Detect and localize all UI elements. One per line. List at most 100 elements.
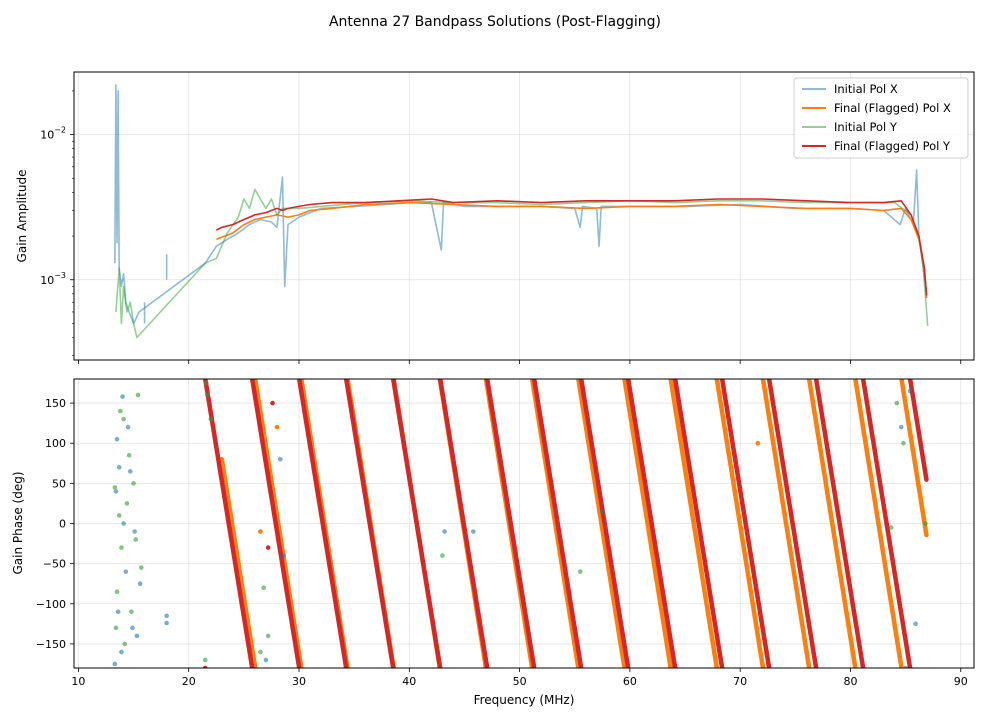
phase-point-initial-pol-x: [132, 529, 137, 534]
phase-ylabel: Gain Phase (deg): [11, 471, 25, 574]
phase-point-initial-pol-x: [120, 394, 125, 399]
phase-point-initial-pol-y: [112, 485, 118, 490]
phase-xtick-label: 50: [513, 675, 527, 688]
phase-point-initial-pol-x: [600, 509, 605, 514]
phase-grid: [74, 379, 974, 668]
phase-stray-point: [755, 440, 761, 446]
phase-band-final-flagged-pol-y: [202, 379, 929, 668]
phase-point-initial-pol-y: [124, 501, 130, 506]
phase-point-initial-pol-y: [202, 657, 208, 663]
phase-point-initial-pol-x: [470, 529, 476, 534]
amplitude-series: [114, 84, 929, 339]
phase-xtick-label: 20: [182, 675, 196, 688]
phase-series: [112, 379, 929, 668]
phase-point-initial-pol-x: [127, 469, 133, 474]
phase-point-initial-pol-x: [277, 456, 283, 462]
phase-xtick-label: 60: [623, 675, 637, 688]
phase-point-initial-pol-x: [137, 581, 143, 587]
phase-point-initial-pol-x: [130, 625, 135, 631]
phase-point-initial-pol-x: [164, 620, 169, 626]
phase-xtick-label: 80: [843, 675, 857, 688]
phase-point-initial-pol-y: [204, 380, 209, 386]
phase-point-initial-pol-x: [114, 436, 120, 442]
phase-point-initial-pol-x: [907, 388, 913, 394]
phase-point-initial-pol-y: [894, 400, 900, 406]
phase-point-initial-pol-x: [903, 665, 908, 668]
phase-ytick-label: −100: [36, 598, 66, 611]
phase-ytick-label: −150: [36, 638, 66, 651]
phase-point-initial-pol-y: [116, 513, 122, 518]
phase-point-initial-pol-x: [134, 633, 140, 639]
phase-stray-point: [265, 545, 271, 550]
phase-point-initial-pol-y: [131, 481, 136, 486]
phase-point-initial-pol-x: [123, 569, 129, 574]
phase-point-initial-pol-x: [898, 424, 904, 430]
phase-point-initial-pol-x: [913, 621, 918, 627]
phase-ytick-label: 50: [52, 477, 66, 490]
amplitude-ylabel: Gain Amplitude: [15, 170, 29, 263]
phase-ytick-label: 0: [59, 518, 66, 531]
phase-point-initial-pol-x: [121, 521, 126, 526]
phase-point-initial-pol-x: [263, 657, 269, 663]
phase-stray-point: [270, 400, 275, 406]
phase-point-initial-pol-y: [119, 545, 124, 550]
phase-point-initial-pol-y: [208, 416, 214, 422]
phase-point-initial-pol-y: [135, 392, 141, 398]
phase-point-initial-pol-y: [118, 408, 123, 414]
phase-point-initial-pol-x: [281, 553, 286, 558]
phase-point-initial-pol-y: [121, 416, 126, 422]
phase-point-initial-pol-y: [923, 521, 928, 526]
phase-point-initial-pol-y: [205, 392, 210, 398]
legend-label-initial-x: Initial Pol X: [834, 82, 898, 96]
amplitude-line-final-flagged-pol-y: [215, 198, 928, 296]
amplitude-line-final-flagged-pol-x: [216, 201, 928, 298]
phase-point-initial-pol-y: [114, 589, 120, 595]
phase-point-initial-pol-y: [129, 609, 134, 615]
phase-point-initial-pol-x: [125, 424, 131, 430]
legend-label-final-y: Final (Flagged) Pol Y: [834, 139, 951, 153]
amplitude-ytick-label: 10−3: [40, 271, 66, 287]
phase-point-initial-pol-y: [888, 525, 894, 530]
phase-point-initial-pol-x: [442, 529, 447, 534]
phase-ytick-label: −50: [43, 558, 66, 571]
phase-xtick-label: 70: [733, 675, 747, 688]
legend-box: [793, 77, 969, 159]
phase-point-initial-pol-y: [265, 633, 271, 639]
phase-point-initial-pol-y: [113, 625, 119, 631]
phase-point-initial-pol-x: [115, 609, 121, 615]
phase-point-initial-pol-x: [112, 661, 118, 667]
phase-ticks: 10 20 30 40 50 60 70 80 90 −150 −100 −50 0 50 100 150: [36, 397, 968, 688]
phase-point-initial-pol-x: [116, 465, 122, 470]
phase-point-initial-pol-y: [138, 565, 144, 570]
amplitude-ytick-label: 10−2: [40, 126, 66, 142]
phase-point-initial-pol-x: [164, 613, 169, 619]
amplitude-frame: [73, 71, 975, 361]
phase-point-initial-pol-x: [113, 489, 119, 494]
amplitude-panel: 10−3 10−2 Gain Amplitude Initial Pol X Fi…: [15, 71, 975, 364]
phase-xtick-label: 30: [292, 675, 306, 688]
legend-label-final-x: Final (Flagged) Pol X: [834, 101, 951, 115]
phase-stray-point: [274, 424, 280, 430]
phase-point-initial-pol-x: [119, 649, 124, 655]
phase-ytick-label: 150: [45, 397, 66, 410]
phase-point-initial-pol-y: [122, 641, 128, 647]
phase-xtick-label: 10: [71, 675, 85, 688]
phase-xtick-label: 40: [402, 675, 416, 688]
amplitude-ticks: 10−3 10−2: [40, 90, 962, 364]
phase-stray-point: [258, 529, 263, 534]
phase-xtick-label: 90: [954, 675, 968, 688]
phase-point-initial-pol-y: [901, 440, 906, 446]
legend: Initial Pol X Final (Flagged) Pol X Init…: [793, 77, 969, 159]
phase-point-initial-pol-y: [577, 569, 583, 574]
phase-panel: 10 20 30 40 50 60 70 80 90 −150 −100 −50 0 50 100 150 G…: [11, 378, 975, 707]
legend-label-initial-y: Initial Pol Y: [834, 120, 898, 134]
phase-point-initial-pol-y: [126, 452, 132, 458]
phase-ytick-label: 100: [45, 437, 66, 450]
phase-point-initial-pol-y: [258, 649, 263, 655]
figure-title: Antenna 27 Bandpass Solutions (Post-Flag…: [329, 14, 661, 30]
phase-point-initial-pol-y: [261, 585, 267, 591]
phase-point-initial-pol-y: [440, 553, 445, 558]
phase-xlabel: Frequency (MHz): [474, 693, 575, 707]
phase-point-initial-pol-y: [133, 537, 139, 542]
